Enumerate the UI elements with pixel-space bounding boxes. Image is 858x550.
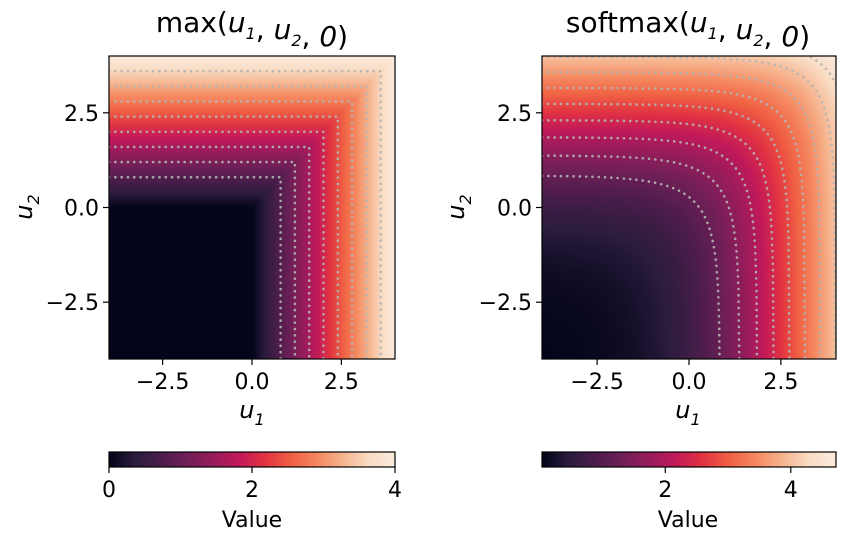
heatmap-image — [542, 56, 836, 359]
colorbar-ticks: 0 2 4 — [102, 467, 402, 503]
x-tick-label: 2.5 — [763, 370, 798, 395]
colorbar: 0 2 4 Value — [102, 451, 402, 533]
contour-line — [542, 70, 822, 359]
contour-lines — [109, 69, 382, 359]
contour-line — [109, 130, 325, 359]
y-axis-ticks: −2.5 0.0 2.5 — [46, 102, 109, 316]
y-tick-label: −2.5 — [46, 291, 99, 316]
colorbar-label: Value — [222, 508, 282, 533]
y-axis-label: u2 — [442, 194, 475, 219]
y-tick-label: −2.5 — [479, 291, 532, 316]
contour-line — [542, 118, 775, 359]
x-tick-label: −2.5 — [570, 370, 623, 395]
contour-line — [542, 86, 807, 359]
x-axis-ticks: −2.5 0.0 2.5 — [136, 359, 359, 395]
colorbar-frame — [541, 451, 837, 468]
contour-line — [542, 102, 791, 359]
softmax-panel: softmax(u1, u2, 0) −2.5 0.0 2.5 −2.5 0.0 2.5… — [442, 6, 837, 533]
contour-line — [109, 69, 382, 359]
x-tick-label: 0.0 — [672, 370, 707, 395]
colorbar-label: Value — [658, 508, 718, 533]
y-tick-label: 2.5 — [497, 102, 532, 127]
y-tick-label: 0.0 — [64, 197, 99, 222]
x-axis-label: u1 — [675, 396, 700, 429]
contour-line — [542, 136, 759, 359]
y-tick-label: 0.0 — [497, 197, 532, 222]
colorbar-gradient — [109, 452, 395, 467]
colorbar-tick-label: 0 — [102, 478, 116, 503]
colorbar-tick-label: 4 — [388, 478, 402, 503]
y-axis-ticks: −2.5 0.0 2.5 — [479, 102, 542, 316]
max-panel: max(u1, u2, 0) −2.5 0.0 2.5 −2.50.02.5 u1 … — [10, 6, 402, 533]
colorbar-tick-label: 4 — [784, 478, 798, 503]
colorbar-gradient — [542, 452, 836, 467]
contour-line — [109, 160, 297, 359]
y-tick-label: 2.5 — [64, 102, 99, 127]
colorbar-tick-label: 2 — [658, 478, 672, 503]
panel-title: max(u1, u2, 0) — [156, 6, 348, 53]
contour-line — [109, 100, 354, 359]
y-axis-label: u2 — [10, 194, 43, 219]
x-tick-label: −2.5 — [136, 370, 189, 395]
contour-line — [109, 175, 282, 359]
colorbar-tick-label: 2 — [245, 478, 259, 503]
x-axis-label: u1 — [239, 396, 264, 429]
x-tick-label: 2.5 — [324, 370, 359, 395]
contour-line — [109, 115, 340, 359]
contour-lines — [542, 56, 836, 359]
contour-line — [542, 56, 836, 359]
heatmap-image — [109, 56, 395, 359]
contour-line — [109, 85, 368, 359]
contour-line — [542, 174, 721, 359]
x-axis-ticks: −2.5 0.0 2.5 — [570, 359, 798, 395]
x-tick-label: 0.0 — [235, 370, 270, 395]
panel-title: softmax(u1, u2, 0) — [566, 6, 810, 53]
